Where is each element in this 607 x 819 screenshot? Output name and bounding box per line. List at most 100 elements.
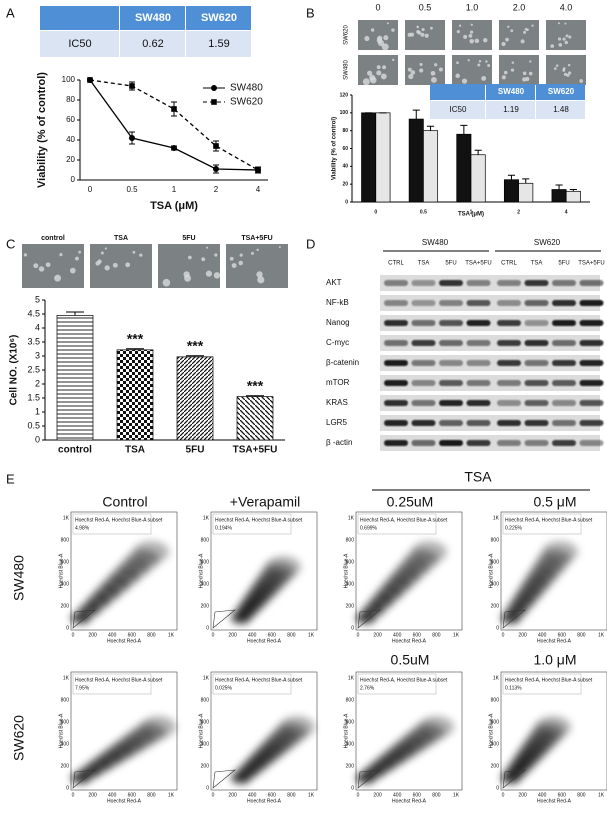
cell-cluster (417, 30, 422, 35)
x-tick-label: 200 (228, 792, 237, 798)
x-axis-label: Hoechst Red-A (247, 638, 282, 644)
cell-cluster (557, 37, 562, 41)
cell-cluster (421, 28, 425, 32)
y-axis-label: Hoechst Blue-A (343, 713, 349, 748)
x-tick-label: 1K (453, 792, 460, 798)
blot-band (497, 420, 521, 426)
cell-cluster (463, 34, 468, 39)
gate-label: Hoechst Red-A, Hoechst Blue-A subset (215, 677, 303, 683)
blot-band (552, 380, 576, 386)
error-bar (186, 355, 204, 357)
x-tick-label: 200 (228, 632, 237, 638)
protein-label: NF-kB (326, 298, 349, 307)
x-tick-label: 800 (432, 632, 441, 638)
cell-cluster (579, 79, 584, 83)
blot-group: SW480 (422, 238, 449, 247)
y-tick-label: 1.5 (27, 392, 40, 402)
x-tick-label: 400 (538, 632, 547, 638)
cell-cluster (566, 73, 570, 77)
y-tick-label: 100 (340, 110, 349, 116)
flow-column-header: 0.25uM (387, 494, 434, 510)
cell-cluster (59, 253, 63, 257)
y-tick-label: 600 (61, 559, 70, 565)
x-tick-label: 1K (453, 632, 460, 638)
cell-cluster (522, 71, 527, 76)
image-row-label: SW480 (344, 60, 350, 80)
y-tick-label: 80 (66, 95, 75, 104)
table-cell (486, 101, 535, 119)
cell-cluster (369, 76, 377, 84)
image-column-label: control (41, 235, 65, 242)
y-tick-label: 800 (346, 697, 355, 703)
y-tick-label: 200 (491, 763, 500, 769)
cell-cluster (256, 271, 263, 278)
x-tick-label: 0 (212, 632, 215, 638)
cell-cluster (381, 43, 389, 51)
bar (236, 396, 274, 441)
x-axis-label: Hoechst Red-A (537, 798, 572, 804)
protein-label: Nanog (326, 318, 350, 327)
cell-cluster (112, 262, 118, 268)
x-tick-label: 400 (248, 632, 257, 638)
x-axis-label: Hoechst Red-A (537, 638, 572, 644)
x-axis-label: Hoechst Red-A (107, 638, 142, 644)
error-bar (474, 149, 482, 155)
x-tick-label: 1K (598, 632, 605, 638)
y-tick-label: 5 (35, 294, 40, 304)
blot-band (384, 380, 408, 386)
x-tick-label: 1 (470, 209, 473, 215)
cell-cluster (458, 24, 462, 27)
bar (503, 179, 519, 203)
x-tick-label: 0.5 (126, 185, 138, 194)
density-blob (418, 716, 454, 738)
blot-band (524, 440, 549, 446)
cell-cluster (567, 63, 571, 67)
y-tick-label: 120 (340, 92, 349, 98)
blot-band (524, 400, 549, 406)
cell-cluster (139, 253, 143, 257)
blot-band (384, 340, 408, 346)
error-bar (522, 178, 530, 184)
blot-band (497, 380, 521, 386)
x-tick-label: 800 (147, 792, 156, 798)
blot-band (439, 340, 463, 346)
y-axis-label: Hoechst Blue-A (58, 553, 64, 588)
cell-cluster (104, 247, 107, 250)
y-tick-label: 200 (491, 603, 500, 609)
x-tick-label: 600 (128, 792, 137, 798)
flow-row-label: SW620 (11, 715, 27, 761)
cell-cluster (376, 65, 381, 70)
cell-cluster (238, 260, 243, 266)
image-column-label: TSA+5FU (241, 235, 272, 242)
x-tick-label: 4 (565, 209, 568, 215)
blot-band (439, 380, 463, 386)
y-axis-label: Hoechst Blue-A (488, 553, 494, 588)
x-tick-label: 600 (558, 632, 567, 638)
gate-box (212, 513, 292, 535)
cell-cluster (505, 37, 509, 42)
blot-band (384, 440, 408, 446)
y-tick-label: 1K (203, 515, 210, 521)
x-tick-label: 0.5 (420, 209, 427, 215)
cell-cluster (392, 58, 395, 62)
y-tick-label: 0 (206, 625, 209, 631)
gate-percent: 2.76% (360, 685, 375, 691)
x-tick-label: 2 (214, 185, 219, 194)
gate-label: Hoechst Red-A, Hoechst Blue-A subset (360, 517, 448, 523)
panel-label: A (6, 5, 15, 20)
marker (171, 106, 177, 112)
cell-cluster (380, 73, 387, 80)
x-tick-label: 400 (108, 792, 117, 798)
blot-band (552, 420, 576, 426)
table-header-cell (430, 84, 485, 100)
cell-cluster (481, 75, 487, 81)
blot-band (439, 300, 463, 306)
error-bar (126, 348, 144, 350)
cell-cluster (564, 22, 567, 25)
y-tick-label: 2.5 (27, 364, 40, 374)
y-tick-label: 1K (203, 675, 210, 681)
gate-percent: 0.699% (360, 525, 378, 531)
cell-cluster (501, 41, 506, 47)
y-tick-label: 200 (201, 763, 210, 769)
blot-band (411, 400, 436, 406)
